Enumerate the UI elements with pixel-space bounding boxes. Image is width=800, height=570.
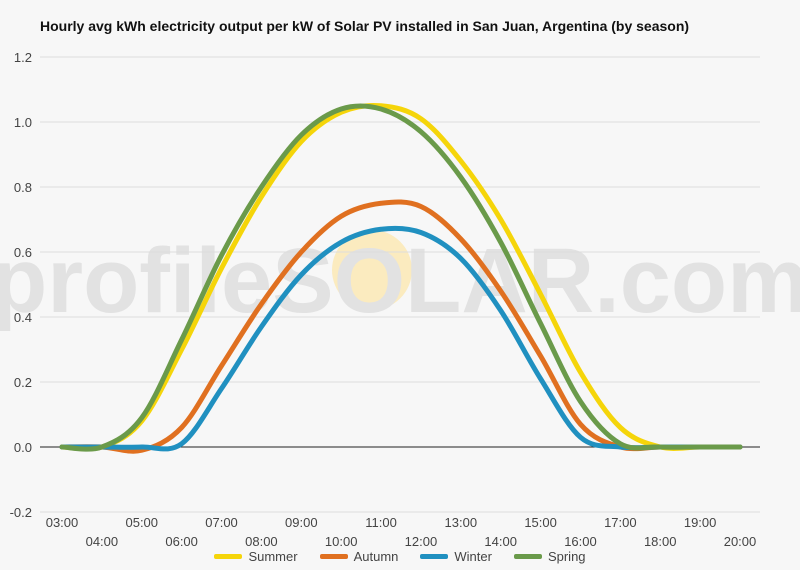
x-tick-label: 08:00 — [245, 534, 278, 549]
x-tick-label: 14:00 — [484, 534, 517, 549]
x-tick-label: 09:00 — [285, 515, 318, 530]
watermark: profileSOLAR.com — [0, 230, 800, 332]
y-tick-label: -0.2 — [10, 505, 32, 520]
x-tick-label: 13:00 — [445, 515, 478, 530]
x-tick-label: 06:00 — [165, 534, 198, 549]
axis-labels: 1.2 1.0 0.8 0.6 0.4 0.2 0.0 -0.2 03:00 04:00 05:00… — [10, 50, 757, 549]
y-tick-label: 1.0 — [14, 115, 32, 130]
series-lines — [59, 102, 743, 454]
legend-label: Winter — [454, 549, 492, 564]
chart-title: Hourly avg kWh electricity output per kW… — [40, 18, 690, 34]
watermark-text: profileSOLAR.com — [0, 230, 800, 332]
y-tick-label: 1.2 — [14, 50, 32, 65]
y-tick-label: 0.2 — [14, 375, 32, 390]
series-line-summer — [59, 102, 743, 452]
y-tick-label: 0.4 — [14, 310, 32, 325]
x-tick-label: 17:00 — [604, 515, 637, 530]
x-tick-label: 18:00 — [644, 534, 677, 549]
legend-item-spring: Spring — [513, 549, 586, 564]
x-tick-label: 03:00 — [46, 515, 79, 530]
legend-label: Autumn — [353, 549, 399, 564]
legend: Summer Autumn Winter Spring — [0, 549, 800, 564]
legend-item-summer: Summer — [214, 549, 298, 564]
x-tick-label: 15:00 — [524, 515, 557, 530]
x-tick-label: 10:00 — [325, 534, 358, 549]
x-tick-label: 05:00 — [125, 515, 158, 530]
legend-swatch — [420, 554, 449, 559]
x-tick-label: 20:00 — [724, 534, 757, 549]
legend-swatch — [319, 554, 348, 559]
series-line-winter — [59, 225, 743, 452]
y-tick-label: 0.0 — [14, 440, 32, 455]
x-tick-label: 16:00 — [564, 534, 597, 549]
series-line-spring — [59, 103, 743, 452]
y-tick-label: 0.6 — [14, 245, 32, 260]
legend-item-autumn: Autumn — [319, 549, 399, 564]
x-tick-label: 07:00 — [205, 515, 238, 530]
watermark-sun — [332, 230, 412, 310]
legend-swatch — [513, 554, 542, 559]
legend-item-winter: Winter — [420, 549, 492, 564]
legend-label: Spring — [547, 549, 586, 564]
legend-swatch — [214, 554, 243, 559]
y-tick-label: 0.8 — [14, 180, 32, 195]
x-tick-label: 12:00 — [405, 534, 438, 549]
x-tick-label: 04:00 — [86, 534, 119, 549]
legend-label: Summer — [248, 549, 298, 564]
x-tick-label: 19:00 — [684, 515, 717, 530]
x-tick-label: 11:00 — [365, 515, 397, 530]
